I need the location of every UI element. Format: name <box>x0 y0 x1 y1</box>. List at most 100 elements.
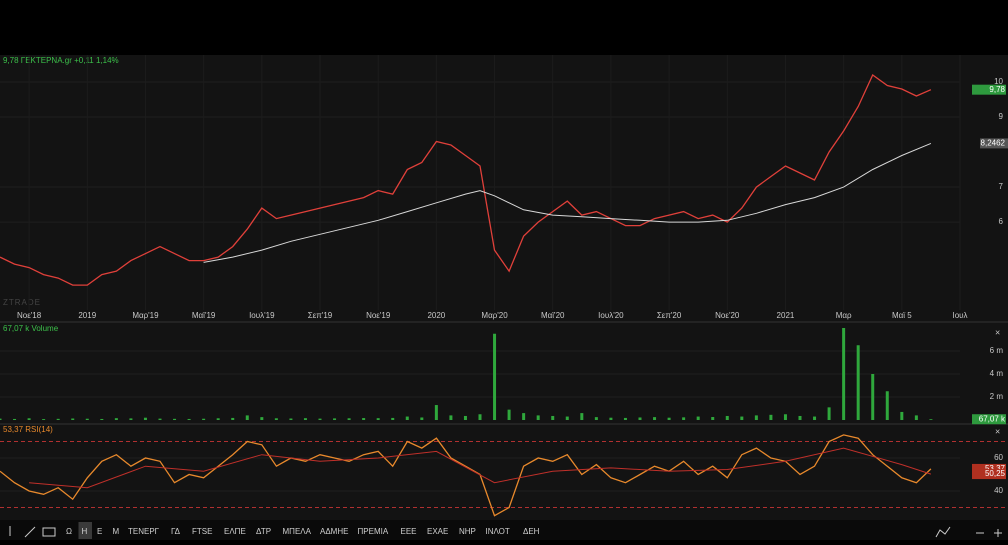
toolbar-item[interactable]: ΙΝΛΟΤ <box>486 527 510 536</box>
last-value-label: 67,07 k <box>979 414 1006 423</box>
volume-bar <box>347 418 351 420</box>
volume-bar <box>260 417 264 420</box>
volume-bar <box>71 418 75 420</box>
volume-bar <box>463 415 467 420</box>
toolbar-item[interactable]: ΠΡΕΜΙΑ <box>358 527 389 536</box>
volume-bar <box>536 415 540 420</box>
icon[interactable] <box>42 527 56 537</box>
volume-bar <box>56 418 60 420</box>
volume-bar <box>623 417 627 420</box>
volume-bar <box>173 418 177 420</box>
toolbar <box>0 520 1008 540</box>
toolbar-item[interactable]: ΤΕΝΕΡΓ <box>128 527 160 536</box>
volume-bar <box>551 415 555 420</box>
volume-bar <box>754 415 758 420</box>
icon[interactable] <box>24 526 36 538</box>
volume-bar <box>158 418 162 420</box>
toolbar-item[interactable]: ΓΔ <box>171 527 181 536</box>
toolbar-item[interactable]: Μ <box>113 527 120 536</box>
x-tick-label: Σεπ'19 <box>308 311 333 320</box>
toolbar-item[interactable]: Ω <box>66 527 72 536</box>
volume-bar <box>202 418 206 420</box>
volume-bar <box>594 417 598 420</box>
chart-area <box>0 55 1008 520</box>
x-tick-label: Μαρ'19 <box>132 311 159 320</box>
volume-bar <box>434 405 438 420</box>
toolbar-item[interactable]: ΝΗΡ <box>459 527 476 536</box>
volume-bar <box>187 418 191 420</box>
icon[interactable] <box>935 526 951 538</box>
volume-bar <box>289 418 293 420</box>
last-value-box <box>972 469 1006 480</box>
series-line <box>203 142 932 263</box>
toolbar-icons <box>9 526 1002 538</box>
toolbar-selected <box>78 522 92 539</box>
volume-bar <box>27 418 31 420</box>
toolbar-item[interactable]: FTSE <box>192 527 212 536</box>
x-tick-label: Μαϊ'19 <box>192 311 216 320</box>
volume-bar <box>391 417 395 420</box>
y-tick-label: 10 <box>994 77 1003 86</box>
volume-bar <box>42 419 46 420</box>
volume-bar <box>376 418 380 420</box>
y-tick-label: 6 m <box>990 346 1004 355</box>
x-tick-label: Νοε'20 <box>715 311 740 320</box>
volume-bar <box>711 417 715 420</box>
volume-bar <box>507 409 511 420</box>
x-tick-label: Μαϊ 5 <box>892 311 912 320</box>
volume-bar <box>653 417 657 420</box>
toolbar-item[interactable]: ΔΤΡ <box>256 527 271 536</box>
last-value-label: 9,78 <box>989 85 1005 94</box>
toolbar-item[interactable]: ΕΕΕ <box>401 527 417 536</box>
volume-bar <box>114 418 118 420</box>
x-tick-label: 2019 <box>78 311 96 320</box>
toolbar-item[interactable]: Ε <box>97 527 102 536</box>
volume-bar <box>274 418 278 420</box>
volume-bar <box>740 416 744 420</box>
close-pane[interactable]: × <box>995 327 1000 337</box>
y-tick-label: 6 <box>999 217 1004 226</box>
volume-bar <box>871 373 875 420</box>
y-tick-label: 40 <box>994 486 1003 495</box>
last-value-label: 53,37 <box>985 464 1006 473</box>
volume-bar <box>303 418 307 420</box>
last-value-box <box>972 463 1006 474</box>
toolbar-item[interactable]: ΔΕΗ <box>523 527 540 536</box>
volume-bar <box>827 407 831 420</box>
x-tick-label: 2020 <box>427 311 445 320</box>
volume-bar <box>333 418 337 420</box>
series-line <box>0 74 932 286</box>
last-value-label: 8,2462 <box>981 139 1006 148</box>
close-pane[interactable]: × <box>995 426 1000 436</box>
volume-bar <box>914 415 918 420</box>
toolbar-item[interactable]: ΜΠΕΛΑ <box>283 527 312 536</box>
toolbar-item[interactable]: ΑΔΜΗΕ <box>320 527 348 536</box>
volume-bar <box>783 414 787 420</box>
volume-bar <box>85 418 89 420</box>
toolbar-item[interactable]: ΕΛΠΕ <box>224 527 246 536</box>
volume-bar <box>318 418 322 420</box>
x-tick-label: Μαϊ'20 <box>541 311 565 320</box>
volume-bar <box>522 413 526 420</box>
x-tick-label: Μαρ <box>836 311 852 320</box>
x-tick-label: Μαρ'20 <box>481 311 508 320</box>
volume-bar <box>362 418 366 420</box>
volume-bar <box>580 413 584 420</box>
volume-bar <box>13 418 17 420</box>
last-value-label: 50,25 <box>985 469 1006 478</box>
series-line <box>0 434 932 517</box>
volume-bar <box>405 416 409 420</box>
x-tick-label: Ιουλ'20 <box>598 311 624 320</box>
last-value-box <box>972 414 1006 425</box>
volume-bar <box>565 416 569 420</box>
toolbar-item[interactable]: Η <box>82 527 88 536</box>
x-tick-label: Νοε'19 <box>366 311 391 320</box>
volume-bar <box>609 417 613 420</box>
volume-bar <box>0 418 2 420</box>
volume-bar <box>725 415 729 420</box>
toolbar-item[interactable]: ΕΧΑΕ <box>427 527 448 536</box>
y-tick-label: 60 <box>994 453 1003 462</box>
volume-bar <box>900 411 904 420</box>
volume-bar <box>813 416 817 420</box>
volume-bar <box>245 415 249 420</box>
